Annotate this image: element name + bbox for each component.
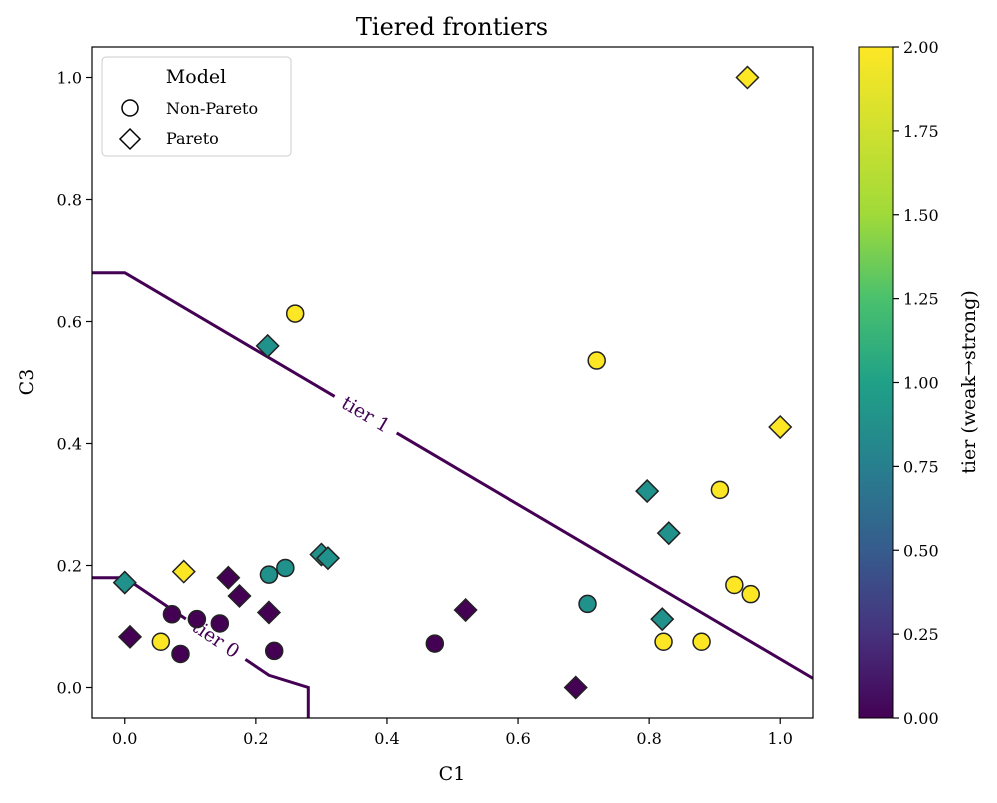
y-tick-label: 0.8 [57,191,82,210]
colorbar-tick-label: 1.50 [903,206,939,225]
data-point-circle [151,632,171,651]
data-point-circle [654,632,673,651]
data-point-diamond [255,333,280,358]
y-axis-label: C3 [16,369,38,396]
y-tick-label: 0.0 [57,679,82,698]
legend: Model Non-Pareto Pareto [101,56,292,157]
data-point-circle [578,594,597,614]
data-point-circle [264,641,284,661]
colorbar-tick-label: 1.75 [903,122,939,141]
data-point-diamond [635,479,660,504]
legend-label-non-pareto: Non-Pareto [166,99,258,118]
colorbar-tick-label: 0.50 [903,541,939,560]
y-tick-label: 0.4 [57,435,82,454]
data-point-circle [171,644,190,664]
y-tick-label: 0.6 [57,313,82,332]
chart-title: Tiered frontiers [356,13,548,41]
y-axis-ticks: 0.0 0.2 0.4 0.6 0.8 1.0 [57,69,92,698]
legend-label-pareto: Pareto [166,129,219,148]
data-point-circle [587,351,606,370]
x-tick-label: 0.4 [374,729,399,748]
data-point-diamond [256,600,282,625]
y-tick-label: 0.2 [57,557,82,576]
data-point-circle [285,304,305,323]
data-point-circle [425,634,445,653]
data-point-circle [725,575,744,595]
data-point-diamond [650,607,675,632]
data-point-diamond [768,414,793,440]
data-point-diamond [656,521,681,546]
data-point-diamond [735,65,760,90]
data-point-diamond [315,546,341,571]
data-point-diamond [563,675,588,700]
legend-box [101,56,292,157]
colorbar: 0.00 0.25 0.50 0.75 1.00 1.25 1.50 1.75 2.00 tie… [858,38,980,728]
data-point-circle [162,605,182,624]
x-tick-label: 1.0 [768,729,793,748]
data-point-diamond [171,559,196,584]
data-point-diamond [112,570,137,595]
data-point-diamond [453,597,478,623]
colorbar-tick-label: 1.00 [903,374,939,393]
x-tick-label: 0.0 [112,729,137,748]
colorbar-tick-label: 0.75 [903,457,939,476]
legend-circle-icon [121,99,139,117]
legend-diamond-icon [118,127,142,151]
colorbar-label: tier (weak→strong) [958,290,980,473]
data-point-circle [187,609,207,629]
data-point-circle [259,565,279,584]
data-point-circle [276,558,295,578]
plot-frame [91,46,814,719]
data-point-circle [741,584,760,604]
colorbar-tick-label: 0.25 [903,625,939,644]
frontier-line-1 [92,271,336,398]
y-tick-label: 1.0 [57,69,82,88]
data-point-circle [692,632,711,651]
data-point-diamond [216,565,241,590]
data-point-circle [210,614,230,633]
colorbar-tick-label: 1.25 [903,290,939,309]
colorbar-tick-label: 2.00 [903,38,939,57]
data-point-circle [710,480,730,500]
colorbar-tick-label: 0.00 [903,709,939,728]
x-tick-label: 0.8 [636,729,661,748]
frontier-label: tier 1 [338,392,394,437]
x-axis-label: C1 [439,763,466,785]
x-tick-label: 0.6 [505,729,530,748]
colorbar-gradient [858,46,894,719]
data-point-diamond [117,624,143,649]
frontier-line-1 [395,431,813,680]
data-point-diamond [227,583,252,609]
x-axis-ticks: 0.0 0.2 0.4 0.6 0.8 1.0 [112,718,793,748]
frontier-line-0 [244,658,310,718]
x-tick-label: 0.2 [243,729,268,748]
legend-title: Model [166,66,226,88]
